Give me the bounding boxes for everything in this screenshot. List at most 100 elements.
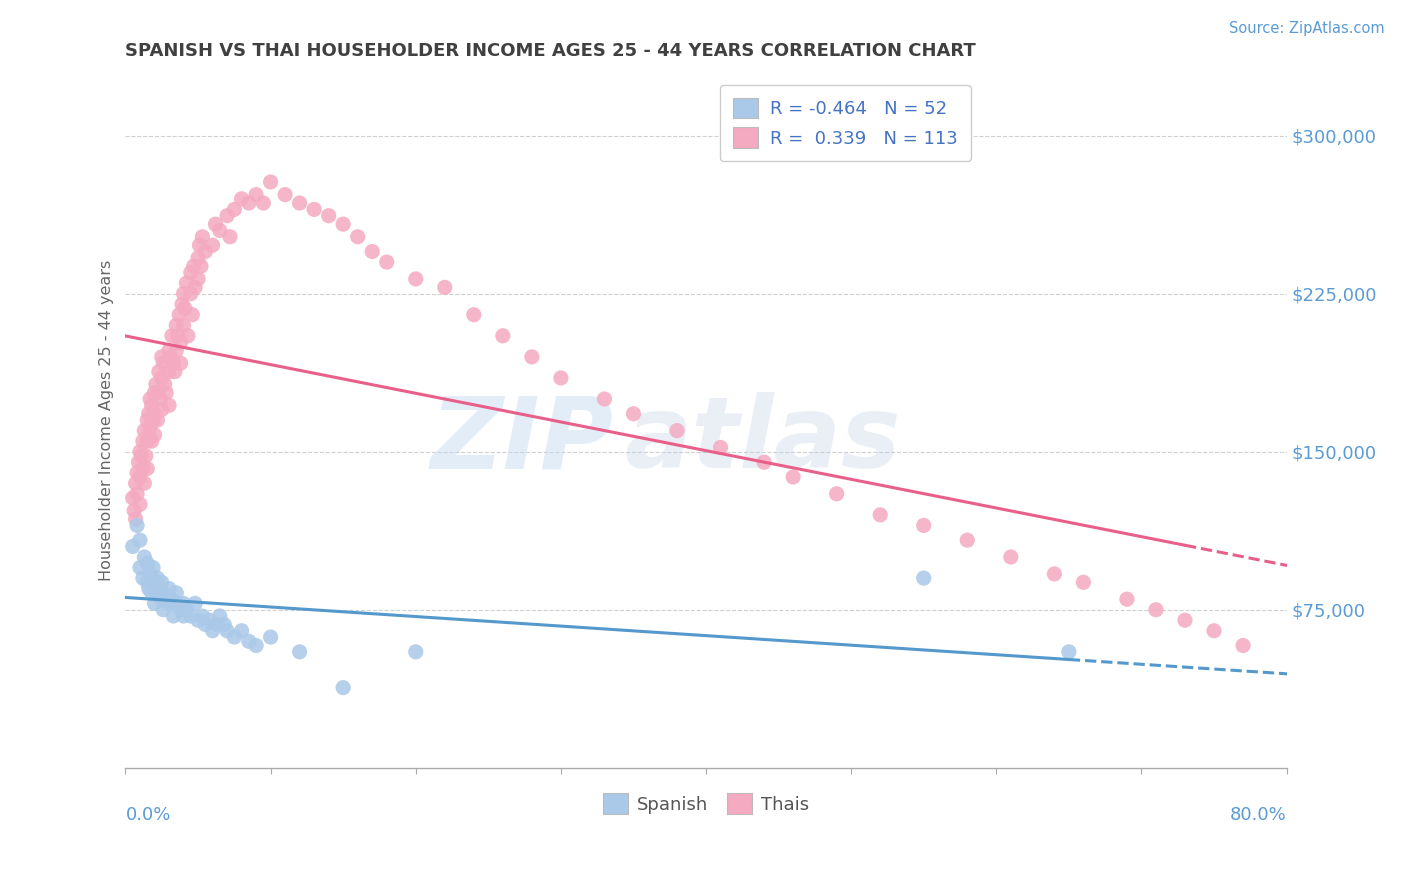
Point — [201, 624, 224, 638]
Point — [152, 603, 174, 617]
Point — [153, 377, 176, 392]
Text: 0.0%: 0.0% — [125, 806, 172, 824]
Point — [157, 398, 180, 412]
Point — [288, 196, 311, 211]
Point — [155, 588, 177, 602]
Point — [956, 533, 979, 548]
Point — [149, 392, 172, 406]
Point — [208, 223, 231, 237]
Point — [132, 434, 155, 449]
Point — [131, 449, 153, 463]
Point — [150, 350, 173, 364]
Point — [204, 217, 226, 231]
Point — [302, 202, 325, 217]
Point — [188, 238, 211, 252]
Point — [163, 365, 186, 379]
Point — [139, 566, 162, 581]
Point — [157, 582, 180, 596]
Point — [1000, 549, 1022, 564]
Point — [136, 575, 159, 590]
Point — [143, 385, 166, 400]
Point — [190, 259, 212, 273]
Point — [165, 343, 187, 358]
Point — [1073, 575, 1095, 590]
Point — [405, 645, 427, 659]
Point — [180, 609, 202, 624]
Point — [825, 487, 848, 501]
Point — [1057, 645, 1080, 659]
Point — [129, 444, 152, 458]
Point — [912, 571, 935, 585]
Point — [191, 229, 214, 244]
Point — [145, 377, 167, 392]
Point — [173, 286, 195, 301]
Point — [143, 575, 166, 590]
Point — [135, 449, 157, 463]
Point — [183, 259, 205, 273]
Point — [170, 297, 193, 311]
Point — [176, 603, 198, 617]
Point — [162, 356, 184, 370]
Point — [149, 582, 172, 596]
Point — [219, 229, 242, 244]
Point — [160, 328, 183, 343]
Point — [550, 371, 572, 385]
Point — [1116, 592, 1139, 607]
Point — [187, 272, 209, 286]
Point — [231, 624, 253, 638]
Point — [134, 476, 156, 491]
Point — [181, 308, 204, 322]
Point — [752, 455, 775, 469]
Point — [146, 571, 169, 585]
Point — [912, 518, 935, 533]
Point — [141, 586, 163, 600]
Point — [165, 318, 187, 333]
Point — [129, 560, 152, 574]
Point — [121, 491, 143, 505]
Point — [132, 571, 155, 585]
Point — [361, 244, 384, 259]
Point — [136, 413, 159, 427]
Point — [142, 413, 165, 427]
Point — [208, 609, 231, 624]
Point — [177, 328, 200, 343]
Point — [259, 175, 281, 189]
Point — [782, 470, 804, 484]
Point — [492, 328, 515, 343]
Point — [194, 617, 217, 632]
Point — [134, 424, 156, 438]
Point — [212, 617, 235, 632]
Point — [184, 280, 207, 294]
Point — [318, 209, 340, 223]
Point — [157, 596, 180, 610]
Point — [143, 407, 166, 421]
Text: Source: ZipAtlas.com: Source: ZipAtlas.com — [1229, 21, 1385, 36]
Point — [138, 582, 160, 596]
Point — [593, 392, 616, 406]
Point — [150, 371, 173, 385]
Point — [136, 434, 159, 449]
Point — [150, 592, 173, 607]
Point — [124, 512, 146, 526]
Point — [136, 461, 159, 475]
Legend: Spanish, Thais: Spanish, Thais — [596, 786, 817, 822]
Point — [134, 549, 156, 564]
Point — [169, 603, 191, 617]
Point — [155, 385, 177, 400]
Point — [224, 630, 246, 644]
Point — [159, 350, 181, 364]
Point — [129, 497, 152, 511]
Point — [157, 365, 180, 379]
Point — [139, 419, 162, 434]
Point — [184, 596, 207, 610]
Point — [1202, 624, 1225, 638]
Point — [332, 681, 354, 695]
Point — [166, 328, 188, 343]
Point — [160, 592, 183, 607]
Point — [198, 613, 221, 627]
Point — [146, 413, 169, 427]
Point — [332, 217, 354, 231]
Point — [238, 196, 260, 211]
Point — [173, 609, 195, 624]
Point — [1232, 639, 1254, 653]
